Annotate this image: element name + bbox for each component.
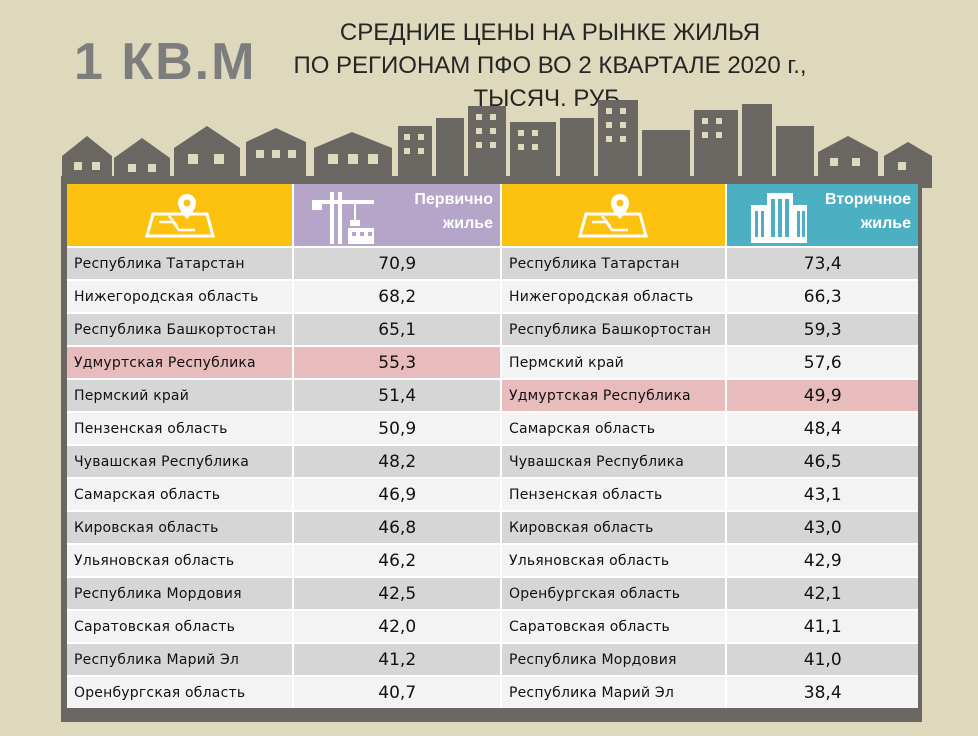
primary-value-cell: 65,1: [294, 314, 500, 345]
table-header: Первично жилье: [67, 184, 918, 246]
table-row: Республика Башкортостан 65,1 Республика Ба…: [67, 314, 918, 345]
primary-region-cell: Пензенская область: [67, 413, 293, 444]
primary-value-cell: 51,4: [294, 380, 500, 411]
primary-region-cell: Республика Мордовия: [67, 578, 293, 609]
table-row: Кировская область 46,8 Кировская область 43…: [67, 512, 918, 543]
secondary-value-cell: 41,0: [727, 644, 918, 675]
primary-value-cell: 70,9: [294, 248, 500, 279]
primary-region-cell: Саратовская область: [67, 611, 293, 642]
primary-value-cell: 68,2: [294, 281, 500, 312]
secondary-region-cell: Кировская область: [501, 512, 726, 543]
construction-crane-icon: [312, 192, 375, 244]
primary-value-cell: 46,2: [294, 545, 500, 576]
secondary-region-cell: Республика Мордовия: [501, 644, 726, 675]
table-row: Республика Мордовия 42,5 Оренбургская обла…: [67, 578, 918, 609]
primary-region-cell: Республика Татарстан: [67, 248, 293, 279]
table-row: Пензенская область 50,9 Самарская область 4…: [67, 413, 918, 444]
primary-value-cell: 46,8: [294, 512, 500, 543]
header-primary-label: Первично жилье: [414, 188, 493, 236]
price-table: Первично жилье: [67, 184, 918, 708]
secondary-value-cell: 73,4: [727, 248, 918, 279]
secondary-value-cell: 43,0: [727, 512, 918, 543]
table-row: Республика Татарстан 70,9 Республика Татар…: [67, 248, 918, 279]
primary-value-cell: 42,0: [294, 611, 500, 642]
secondary-region-cell: Республика Татарстан: [501, 248, 726, 279]
primary-value-cell: 46,9: [294, 479, 500, 510]
secondary-region-cell: Ульяновская область: [501, 545, 726, 576]
header-primary-line: Первично: [414, 191, 493, 208]
secondary-region-cell: Оренбургская область: [501, 578, 726, 609]
title-line: ПО РЕГИОНАМ ПФО ВО 2 КВАРТАЛЕ 2020 г.,: [293, 52, 807, 79]
secondary-region-cell: Самарская область: [501, 413, 726, 444]
page-title: СРЕДНИЕ ЦЕНЫ НА РЫНКЕ ЖИЛЬЯ ПО РЕГИОНАМ …: [280, 16, 820, 115]
primary-region-cell: Чувашская Республика: [67, 446, 293, 477]
secondary-region-cell: Республика Башкортостан: [501, 314, 726, 345]
primary-value-cell: 48,2: [294, 446, 500, 477]
big-title: 1 КВ.М: [74, 33, 257, 91]
table-row: Республика Марий Эл 41,2 Республика Мордов…: [67, 644, 918, 675]
table-row: Чувашская Республика 48,2 Чувашская Респуб…: [67, 446, 918, 477]
header-secondary-value: Вторичное жилье: [727, 184, 918, 246]
secondary-region-cell: Чувашская Республика: [501, 446, 726, 477]
map-pin-icon: [578, 194, 648, 238]
table-row: Самарская область 46,9 Пензенская область 4…: [67, 479, 918, 510]
secondary-value-cell: 48,4: [727, 413, 918, 444]
primary-region-cell: Нижегородская область: [67, 281, 293, 312]
secondary-region-cell: Удмуртская Республика: [501, 380, 726, 411]
primary-region-cell: Республика Башкортостан: [67, 314, 293, 345]
header-secondary-line: жилье: [860, 215, 911, 232]
primary-region-cell: Удмуртская Республика: [67, 347, 293, 378]
secondary-region-cell: Пермский край: [501, 347, 726, 378]
table-row: Саратовская область 42,0 Саратовская облас…: [67, 611, 918, 642]
table-row: Пермский край 51,4 Удмуртская Республика 49…: [67, 380, 918, 411]
header-primary-line: жилье: [442, 215, 493, 232]
secondary-value-cell: 43,1: [727, 479, 918, 510]
primary-value-cell: 55,3: [294, 347, 500, 378]
secondary-value-cell: 38,4: [727, 677, 918, 708]
header-secondary-label: Вторичное жилье: [825, 188, 911, 236]
table-row: Удмуртская Республика 55,3 Пермский край 57…: [67, 347, 918, 378]
primary-region-cell: Пермский край: [67, 380, 293, 411]
table-row: Оренбургская область 40,7 Республика Марий…: [67, 677, 918, 708]
secondary-region-cell: Нижегородская область: [501, 281, 726, 312]
header-secondary-line: Вторичное: [825, 191, 911, 208]
table-row: Нижегородская область 68,2 Нижегородская о…: [67, 281, 918, 312]
secondary-value-cell: 42,1: [727, 578, 918, 609]
secondary-value-cell: 66,3: [727, 281, 918, 312]
secondary-value-cell: 49,9: [727, 380, 918, 411]
title-line: СРЕДНИЕ ЦЕНЫ НА РЫНКЕ ЖИЛЬЯ: [339, 19, 761, 46]
secondary-region-cell: Саратовская область: [501, 611, 726, 642]
header-primary-region: [67, 184, 293, 246]
header-secondary-region: [501, 184, 726, 246]
secondary-region-cell: Республика Марий Эл: [501, 677, 726, 708]
secondary-value-cell: 42,9: [727, 545, 918, 576]
header-primary-value: Первично жилье: [294, 184, 500, 246]
secondary-value-cell: 46,5: [727, 446, 918, 477]
primary-region-cell: Самарская область: [67, 479, 293, 510]
primary-value-cell: 41,2: [294, 644, 500, 675]
secondary-value-cell: 41,1: [727, 611, 918, 642]
secondary-region-cell: Пензенская область: [501, 479, 726, 510]
primary-value-cell: 42,5: [294, 578, 500, 609]
apartment-building-icon: [751, 193, 808, 243]
map-pin-icon: [145, 194, 215, 238]
primary-region-cell: Ульяновская область: [67, 545, 293, 576]
primary-region-cell: Оренбургская область: [67, 677, 293, 708]
primary-region-cell: Кировская область: [67, 512, 293, 543]
secondary-value-cell: 57,6: [727, 347, 918, 378]
table-body: Республика Татарстан 70,9 Республика Татар…: [67, 248, 918, 708]
primary-value-cell: 40,7: [294, 677, 500, 708]
city-skyline: [62, 100, 932, 188]
primary-value-cell: 50,9: [294, 413, 500, 444]
primary-region-cell: Республика Марий Эл: [67, 644, 293, 675]
table-row: Ульяновская область 46,2 Ульяновская облас…: [67, 545, 918, 576]
secondary-value-cell: 59,3: [727, 314, 918, 345]
